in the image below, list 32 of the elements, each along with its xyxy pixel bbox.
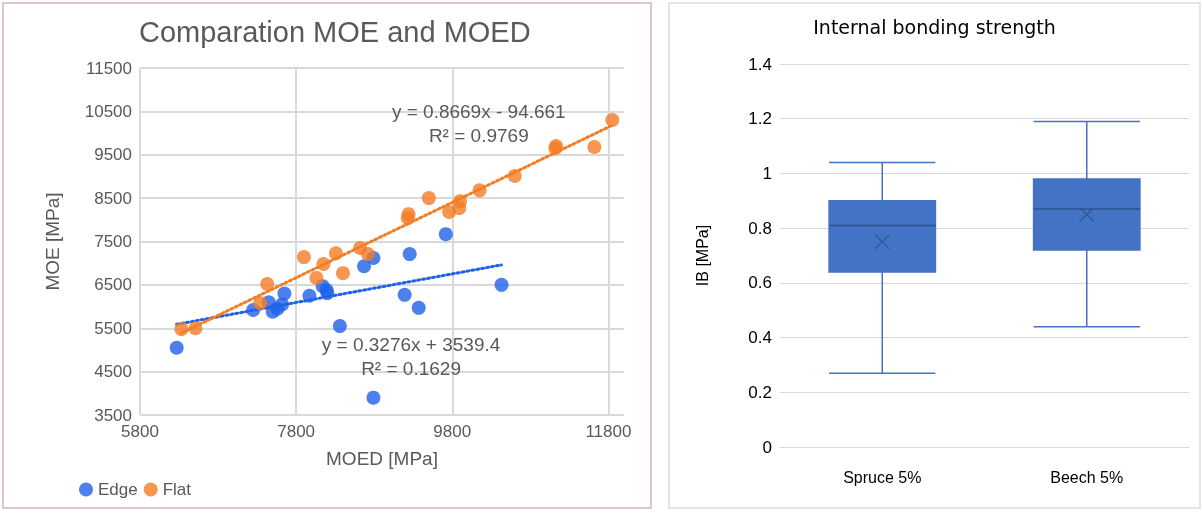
x-tick-label: Beech 5% — [1050, 468, 1124, 486]
y-tick-label: 9500 — [94, 145, 132, 165]
y-tick-label: 3500 — [94, 405, 132, 425]
y-tick-label: 4500 — [94, 362, 132, 382]
y-tick-label: 11500 — [85, 58, 132, 78]
x-tick-label: 11800 — [585, 422, 632, 441]
y-tick-label: 0 — [762, 437, 772, 457]
y-tick-label: 6500 — [94, 275, 132, 295]
chart-title: Internal bonding strength — [813, 15, 1056, 38]
y-tick-label: 1.2 — [748, 109, 772, 129]
y-tick-label: 0.2 — [748, 382, 772, 402]
x-tick-label: 7800 — [277, 422, 316, 441]
annotation: y = 0.3276x + 3539.4 R² = 0.1629 — [321, 333, 501, 379]
y-axis-title: IB [MPa] — [693, 224, 711, 287]
y-axis-title: MOE [MPa] — [42, 192, 63, 291]
annotation: y = 0.8669x - 94.661 R² = 0.9769 — [391, 101, 566, 147]
y-tick-label: 7500 — [94, 232, 132, 251]
y-tick-label: 0.6 — [748, 273, 772, 293]
y-tick-label: 8500 — [94, 188, 132, 208]
y-tick-label: 1 — [762, 163, 772, 183]
y-tick-label: 0.8 — [748, 218, 772, 238]
y-tick-label: 10500 — [84, 101, 132, 121]
legend-label: Flat — [162, 480, 192, 499]
chart-title: Comparation MOE and MOED — [139, 15, 531, 48]
x-tick-label: 9800 — [433, 422, 472, 441]
y-tick-label: 0.4 — [748, 328, 772, 348]
y-tick-label: 5500 — [94, 318, 132, 338]
x-tick-label: 5800 — [121, 422, 159, 441]
x-axis-title: MOED [MPa] — [326, 448, 438, 469]
legend-label: Edge — [98, 480, 138, 499]
y-tick-label: 1.4 — [748, 54, 772, 74]
x-tick-label: Spruce 5% — [843, 468, 922, 486]
